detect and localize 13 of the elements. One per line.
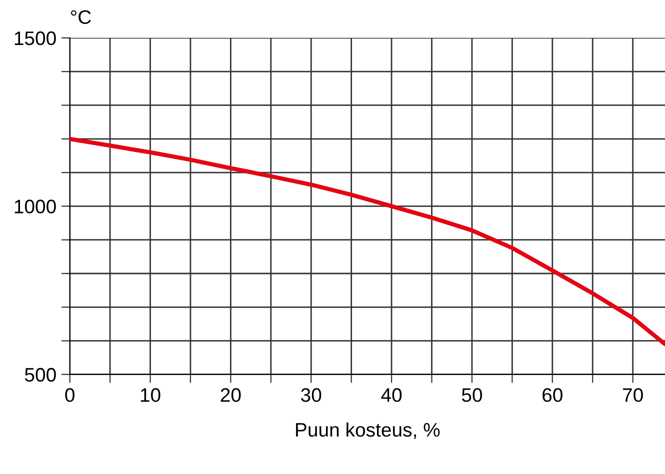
x-tick-label: 30 bbox=[301, 388, 322, 402]
x-axis-title: Puun kosteus, % bbox=[296, 422, 440, 440]
x-tick-label: 40 bbox=[381, 388, 402, 402]
y-tick-label: 1500 bbox=[14, 31, 56, 46]
x-tick-label: 50 bbox=[462, 388, 482, 402]
x-tick-label: 0 bbox=[65, 388, 74, 402]
y-tick-label: 1000 bbox=[14, 200, 56, 214]
x-tick-label: 70 bbox=[623, 388, 643, 402]
x-tick-label: 60 bbox=[542, 388, 562, 402]
y-tick-label: 500 bbox=[24, 368, 56, 382]
x-tick-label: 20 bbox=[220, 388, 241, 402]
x-tick-label: 10 bbox=[140, 388, 160, 402]
y-axis-title: °C bbox=[70, 10, 91, 24]
